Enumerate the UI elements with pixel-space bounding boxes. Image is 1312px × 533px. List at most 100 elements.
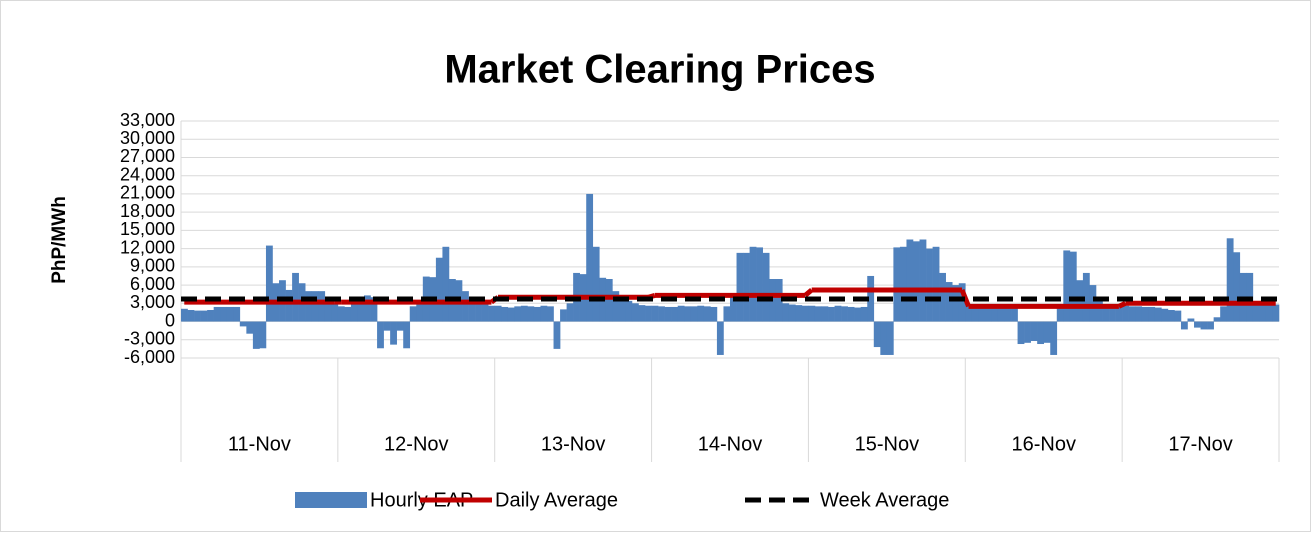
bar xyxy=(344,306,352,322)
bar xyxy=(416,304,424,322)
bar xyxy=(788,304,796,322)
bar xyxy=(991,306,999,322)
bar xyxy=(958,283,966,322)
bar xyxy=(762,252,770,322)
bar xyxy=(880,321,888,355)
x-tick-label: 14-Nov xyxy=(698,433,762,455)
bar xyxy=(364,295,371,322)
y-tick-label: 0 xyxy=(165,310,175,330)
bar xyxy=(475,302,482,322)
bar xyxy=(1141,306,1149,322)
bar xyxy=(782,303,790,322)
x-tick-label: 11-Nov xyxy=(228,433,291,455)
bar xyxy=(409,306,417,322)
bar xyxy=(1056,306,1064,322)
daily-average-connector xyxy=(959,289,971,308)
bar xyxy=(1089,285,1097,322)
bar xyxy=(1252,302,1260,322)
bar xyxy=(318,291,326,322)
y-tick-label: 30,000 xyxy=(120,128,175,148)
x-tick-label: 13-Nov xyxy=(541,433,605,455)
bar xyxy=(337,306,345,322)
bar xyxy=(743,252,750,322)
bar xyxy=(1122,305,1129,322)
bar xyxy=(730,297,737,322)
bar xyxy=(370,297,378,322)
bar xyxy=(1135,306,1143,322)
bar xyxy=(566,303,574,322)
bar xyxy=(494,305,502,322)
bar xyxy=(821,306,829,322)
bar xyxy=(645,305,652,322)
x-tick-label: 17-Nov xyxy=(1168,433,1232,455)
bar xyxy=(553,321,561,349)
bar xyxy=(181,308,188,322)
bar xyxy=(1180,321,1188,330)
bar xyxy=(1174,310,1182,322)
bar xyxy=(749,246,757,322)
y-tick-label: 9,000 xyxy=(130,256,175,276)
bar xyxy=(808,305,816,322)
bar xyxy=(213,306,221,322)
bar xyxy=(265,245,273,322)
bar xyxy=(311,291,319,322)
bar xyxy=(468,297,476,322)
y-tick-label: 3,000 xyxy=(130,292,175,312)
bar xyxy=(560,309,567,322)
bar xyxy=(1194,321,1201,328)
bar xyxy=(1024,321,1031,343)
y-tick-label: 33,000 xyxy=(120,110,175,130)
bar xyxy=(965,305,973,322)
bar xyxy=(239,321,247,327)
bar xyxy=(350,303,358,322)
bar xyxy=(690,306,698,322)
bar xyxy=(703,306,711,322)
bar xyxy=(1207,321,1214,330)
bar xyxy=(631,303,639,322)
legend-swatch xyxy=(295,492,367,508)
bar xyxy=(945,282,953,322)
bar xyxy=(520,305,528,322)
bar xyxy=(828,306,835,322)
bar xyxy=(488,305,496,322)
bar xyxy=(736,252,744,322)
bar xyxy=(194,310,201,322)
bar xyxy=(252,321,260,349)
bar xyxy=(1233,252,1241,322)
bar xyxy=(1050,321,1058,355)
x-tick-label: 16-Nov xyxy=(1011,433,1075,455)
bar xyxy=(906,239,914,322)
y-tick-label: 12,000 xyxy=(120,237,175,257)
bar xyxy=(514,306,522,322)
bar xyxy=(834,305,842,322)
bar xyxy=(997,305,1005,322)
daily-average-connector xyxy=(803,288,814,298)
bar xyxy=(873,321,881,348)
bar xyxy=(618,295,626,322)
bar xyxy=(592,246,600,322)
bar xyxy=(586,193,594,322)
bar xyxy=(1011,306,1018,322)
bar xyxy=(1213,317,1221,322)
bar xyxy=(1128,306,1136,322)
bar xyxy=(1017,321,1025,345)
bar xyxy=(860,306,868,322)
bar xyxy=(383,321,391,331)
y-tick-label: 6,000 xyxy=(130,274,175,294)
bar xyxy=(1030,321,1038,341)
bar xyxy=(547,306,554,322)
bar xyxy=(305,291,313,322)
bar xyxy=(926,248,933,322)
bar xyxy=(1096,300,1103,322)
bar xyxy=(1148,306,1156,322)
bar xyxy=(795,305,803,322)
bar xyxy=(801,305,809,322)
bar xyxy=(612,291,620,322)
bar xyxy=(481,304,489,322)
bar xyxy=(1004,306,1012,322)
bar xyxy=(978,306,986,322)
bar xyxy=(403,321,411,349)
bar xyxy=(331,303,339,322)
bar xyxy=(716,321,724,355)
